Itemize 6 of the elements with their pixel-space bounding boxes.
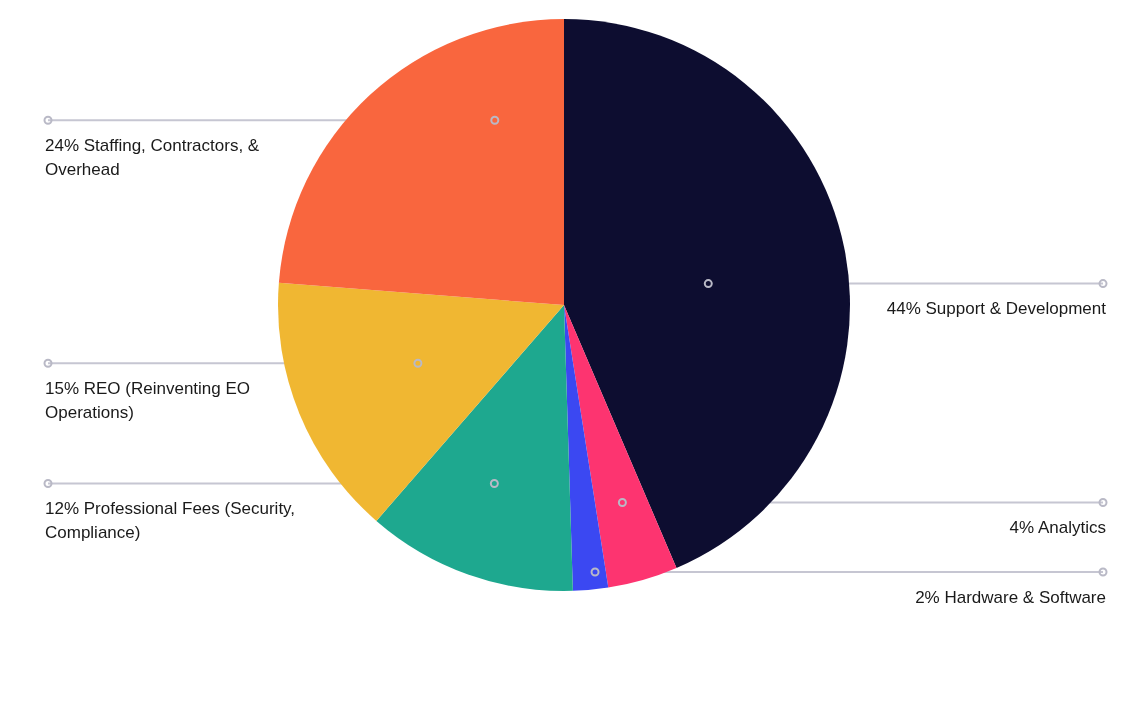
slice-label: 15% REO (Reinventing EO Operations): [45, 378, 255, 422]
slice-label: 24% Staffing, Contractors, & Overhead: [45, 135, 264, 179]
slice-label: 12% Professional Fees (Security, Compliance): [45, 499, 300, 543]
slice-label: 44% Support & Development: [886, 299, 1107, 319]
slice-label: 4% Analytics: [1009, 517, 1106, 537]
slice-label: 2% Hardware & Software: [915, 587, 1106, 607]
